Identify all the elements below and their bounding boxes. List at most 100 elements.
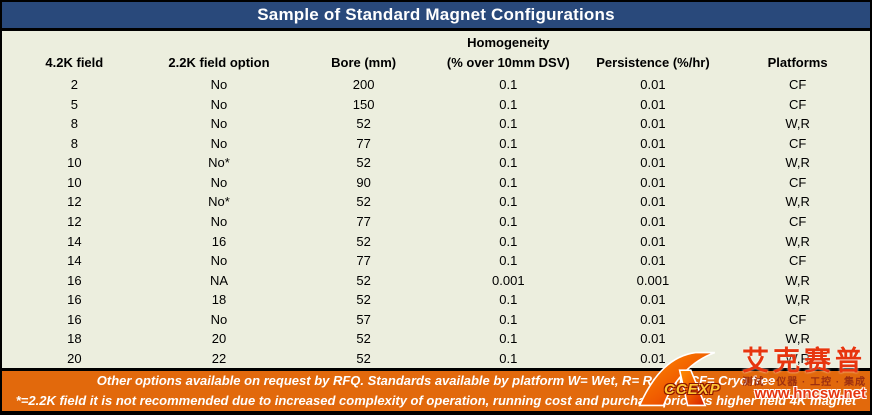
table-cell: 16 bbox=[211, 233, 227, 249]
table-cell: 0.01 bbox=[640, 155, 666, 171]
table-cell: 20 bbox=[211, 331, 227, 347]
table-row: 8 No 77 0.1 0.01 CF bbox=[2, 134, 870, 154]
table-row: 12 No* 52 0.1 0.01 W,R bbox=[2, 192, 870, 212]
column-header-2: Bore (mm) bbox=[331, 55, 397, 70]
table-cell: 0.1 bbox=[499, 311, 518, 327]
column-header-1: 2.2K field option bbox=[168, 55, 270, 70]
table-row: 16 No 57 0.1 0.01 CF bbox=[2, 309, 870, 329]
table-cell: W,R bbox=[785, 272, 810, 288]
table-cell: 0.01 bbox=[640, 213, 666, 229]
table-cell: 5 bbox=[70, 96, 78, 112]
table-cell: 16 bbox=[67, 311, 82, 327]
table-cell: 0.1 bbox=[499, 233, 518, 249]
column-header-5: Platforms bbox=[767, 55, 828, 70]
table-cell: 0.1 bbox=[499, 253, 518, 269]
table-cell: 0.01 bbox=[640, 331, 666, 347]
table-cell: 52 bbox=[356, 194, 371, 210]
page-title: Sample of Standard Magnet Configurations bbox=[2, 2, 870, 28]
table-cell: 0.01 bbox=[640, 116, 666, 132]
table-cell: 10 bbox=[67, 155, 82, 171]
table-cell: W,R bbox=[785, 350, 810, 366]
table-cell: No bbox=[210, 213, 228, 229]
table-cell: No bbox=[210, 253, 228, 269]
footnotes: Other options available on request by RF… bbox=[2, 371, 870, 411]
table-cell: 57 bbox=[356, 311, 371, 327]
table-row: 20 22 52 0.1 0.01 W,R bbox=[2, 348, 870, 368]
table-cell: 0.01 bbox=[640, 174, 666, 190]
table-cell: 0.001 bbox=[492, 272, 525, 288]
table-cell: CF bbox=[788, 135, 807, 151]
table-header-row: 4.2K field 2.2K field option Bore (mm) (% o… bbox=[2, 53, 870, 73]
table-cell: 0.1 bbox=[499, 331, 518, 347]
table-cell: 52 bbox=[356, 116, 371, 132]
column-header-0: 4.2K field bbox=[45, 55, 104, 70]
table-row: 10 No 90 0.1 0.01 CF bbox=[2, 173, 870, 193]
table-row: 12 No 77 0.1 0.01 CF bbox=[2, 212, 870, 232]
table-cell: 77 bbox=[356, 135, 371, 151]
table-cell: CF bbox=[788, 96, 807, 112]
column-group-header-homogeneity: Homogeneity bbox=[467, 35, 550, 50]
table-cell: No bbox=[210, 135, 228, 151]
table-cell: 0.1 bbox=[499, 135, 518, 151]
table-cell: No* bbox=[208, 194, 230, 210]
table-cell: No bbox=[210, 96, 228, 112]
table-cell: No bbox=[210, 311, 228, 327]
table-row: 16 NA 52 0.001 0.001 W,R bbox=[2, 270, 870, 290]
column-header-4: Persistence (%/hr) bbox=[596, 55, 710, 70]
table-cell: 14 bbox=[67, 233, 82, 249]
table-row: 14 16 52 0.1 0.01 W,R bbox=[2, 231, 870, 251]
table-cell: CF bbox=[788, 253, 807, 269]
table-cell: 200 bbox=[352, 77, 375, 93]
table-cell: CF bbox=[788, 77, 807, 93]
footnote-line-2: *=2.2K field it is not recommended due t… bbox=[15, 393, 857, 408]
table-cell: 0.01 bbox=[640, 194, 666, 210]
table-cell: 52 bbox=[356, 350, 371, 366]
table-cell: 0.01 bbox=[640, 253, 666, 269]
table-cell: No* bbox=[208, 155, 230, 171]
table-rows: 2 No 200 0.1 0.01 CF 5 No 150 0.1 0.01 CF 8 No 52 0.1 0.… bbox=[2, 75, 870, 368]
table-cell: 14 bbox=[67, 253, 82, 269]
table-cell: 150 bbox=[352, 96, 375, 112]
table-cell: CF bbox=[788, 174, 807, 190]
table-row: 5 No 150 0.1 0.01 CF bbox=[2, 95, 870, 115]
table-row: 14 No 77 0.1 0.01 CF bbox=[2, 251, 870, 271]
table-cell: No bbox=[210, 116, 228, 132]
table-cell: 0.1 bbox=[499, 194, 518, 210]
table-cell: No bbox=[210, 77, 228, 93]
configurations-table: Homogeneity 4.2K field 2.2K field option B… bbox=[2, 31, 870, 368]
table-cell: 12 bbox=[67, 213, 82, 229]
table-row: 18 20 52 0.1 0.01 W,R bbox=[2, 329, 870, 349]
table-cell: 52 bbox=[356, 272, 371, 288]
table-cell: 18 bbox=[67, 331, 82, 347]
table-cell: 0.01 bbox=[640, 135, 666, 151]
table-cell: 8 bbox=[70, 116, 78, 132]
table-cell: NA bbox=[209, 272, 229, 288]
table-cell: 22 bbox=[211, 350, 227, 366]
table-cell: 10 bbox=[67, 174, 82, 190]
table-cell: 0.01 bbox=[640, 350, 666, 366]
table-cell: 16 bbox=[67, 292, 82, 308]
table-cell: 90 bbox=[356, 174, 371, 190]
table-cell: 0.01 bbox=[640, 77, 666, 93]
table-cell: No bbox=[210, 174, 228, 190]
table-cell: 0.01 bbox=[640, 96, 666, 112]
table-cell: 52 bbox=[356, 233, 371, 249]
table-cell: 0.01 bbox=[640, 292, 666, 308]
table-cell: 12 bbox=[67, 194, 82, 210]
table-cell: W,R bbox=[785, 194, 810, 210]
column-header-3: (% over 10mm DSV) bbox=[446, 55, 570, 70]
table-row: 16 18 52 0.1 0.01 W,R bbox=[2, 290, 870, 310]
table-cell: 16 bbox=[67, 272, 82, 288]
table-cell: 0.1 bbox=[499, 213, 518, 229]
table-cell: 0.1 bbox=[499, 116, 518, 132]
table-cell: 0.1 bbox=[499, 155, 518, 171]
table-row: 2 No 200 0.1 0.01 CF bbox=[2, 75, 870, 95]
table-cell: 0.01 bbox=[640, 311, 666, 327]
table-cell: 0.1 bbox=[499, 77, 518, 93]
table-row: 10 No* 52 0.1 0.01 W,R bbox=[2, 153, 870, 173]
table-cell: 52 bbox=[356, 292, 371, 308]
table-cell: 77 bbox=[356, 253, 371, 269]
table-cell: W,R bbox=[785, 233, 810, 249]
column-group-header-row: Homogeneity bbox=[2, 34, 870, 52]
